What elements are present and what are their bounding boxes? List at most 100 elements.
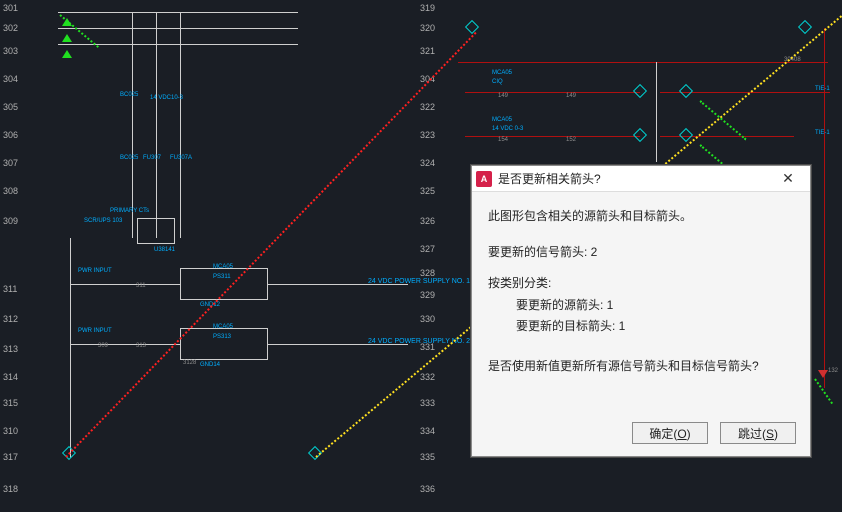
dialog-title-text: 是否更新相关箭头?: [498, 170, 601, 187]
row-num-c2: 332: [420, 372, 435, 382]
tag: TIE-1: [815, 86, 830, 92]
red-wire: [465, 136, 640, 137]
rail: [58, 28, 298, 29]
marker-diamond: [633, 84, 647, 98]
wire: [180, 12, 181, 238]
tag: PS313: [213, 334, 231, 340]
row-num-c2: 321: [420, 46, 435, 56]
tag: 149: [566, 93, 576, 99]
tag: U38141: [154, 247, 175, 253]
row-num-c2: 328: [420, 268, 435, 278]
tag: 311: [136, 283, 146, 289]
row-num-c2: 333: [420, 398, 435, 408]
row-num-c2: 329: [420, 290, 435, 300]
tag: BC025: [120, 92, 138, 98]
marker-diamond: [798, 20, 812, 34]
row-num-c2: 327: [420, 244, 435, 254]
tag: MCA05: [492, 70, 512, 76]
row-num: 303: [3, 46, 18, 56]
tag: PS311: [213, 274, 231, 280]
dialog-line: 此图形包含相关的源箭头和目标箭头。: [488, 206, 794, 228]
red-wire: [465, 92, 640, 93]
row-num: 302: [3, 23, 18, 33]
transformer: [137, 218, 175, 244]
row-num: 315: [3, 398, 18, 408]
tag: 152: [566, 137, 576, 143]
marker-diamond: [679, 84, 693, 98]
tag: TIE-1: [815, 130, 830, 136]
rail: [58, 12, 298, 13]
wire: [656, 62, 657, 162]
row-num-c2: 334: [420, 426, 435, 436]
update-vector-green: [59, 14, 99, 48]
close-button[interactable]: ✕: [770, 168, 806, 190]
dialog-line: 按类别分类:: [488, 273, 794, 295]
close-icon: ✕: [782, 170, 794, 187]
row-num: 313: [3, 344, 18, 354]
row-num-c2: 336: [420, 484, 435, 494]
row-num: 307: [3, 158, 18, 168]
row-num: 311: [3, 284, 17, 294]
row-num: 310: [3, 426, 18, 436]
label-ps1: 24 VDC POWER SUPPLY NO. 1: [368, 278, 470, 285]
skip-button[interactable]: 跳过(S): [720, 422, 796, 444]
row-num: 301: [3, 3, 18, 13]
dialog-body: 此图形包含相关的源箭头和目标箭头。 要更新的信号箭头: 2 按类别分类: 要更新…: [472, 192, 810, 388]
tag: 309: [98, 343, 108, 349]
row-num: 309: [3, 216, 18, 226]
tag: FU307A: [170, 155, 192, 161]
row-num-c2: 320: [420, 23, 435, 33]
tag: BC025: [120, 155, 138, 161]
arrow-icon: [62, 50, 72, 58]
tag: 154: [498, 137, 508, 143]
row-num: 317: [3, 452, 18, 462]
row-num: 312: [3, 314, 18, 324]
dialog-line: 要更新的源箭头: 1: [488, 295, 794, 317]
arrow-icon: [62, 34, 72, 42]
app-icon: A: [476, 171, 492, 187]
row-num-c2: 326: [420, 216, 435, 226]
module-1: [180, 268, 268, 300]
update-arrows-dialog: A 是否更新相关箭头? ✕ 此图形包含相关的源箭头和目标箭头。 要更新的信号箭头…: [471, 165, 811, 457]
tag: 313: [136, 343, 146, 349]
row-num: 318: [3, 484, 18, 494]
row-num-c2: 330: [420, 314, 435, 324]
ok-button[interactable]: 确定(O): [632, 422, 708, 444]
tag: 149: [498, 93, 508, 99]
wire: [70, 284, 180, 285]
row-num: 306: [3, 130, 18, 140]
row-num-c2: 325: [420, 186, 435, 196]
marker-diamond: [465, 20, 479, 34]
ok-button-label: 确定(O): [649, 425, 690, 442]
skip-button-label: 跳过(S): [738, 425, 778, 442]
tag: MCA05: [213, 264, 233, 270]
row-num: 305: [3, 102, 18, 112]
dialog-line: 要更新的信号箭头: 2: [488, 242, 794, 264]
tag: 132: [828, 368, 838, 374]
tag: GND14: [200, 362, 220, 368]
row-num-c2: 335: [420, 452, 435, 462]
update-vector-green: [699, 100, 746, 140]
marker-diamond: [633, 128, 647, 142]
wire: [132, 12, 133, 238]
tag: FU307: [143, 155, 161, 161]
tag: MCA05: [213, 324, 233, 330]
red-wire: [458, 62, 828, 63]
module-2: [180, 328, 268, 360]
tag: MCA05: [492, 117, 512, 123]
wire: [70, 344, 180, 345]
tag: CIQ: [492, 79, 503, 85]
tag: 14 VDC 0-3: [492, 126, 523, 132]
tag: 3128: [183, 360, 196, 366]
red-bus: [824, 28, 825, 388]
row-num-c2: 324: [420, 158, 435, 168]
arrow-icon: [818, 370, 828, 378]
row-num-c2: 319: [420, 3, 435, 13]
tag: PRIMARY CTs: [110, 208, 149, 214]
bus: [70, 238, 71, 458]
tag: PWR INPUT: [78, 268, 112, 274]
dialog-line: 要更新的目标箭头: 1: [488, 316, 794, 338]
dialog-titlebar[interactable]: A 是否更新相关箭头? ✕: [472, 166, 810, 192]
row-num: 308: [3, 186, 18, 196]
row-num-c2: 323: [420, 130, 435, 140]
